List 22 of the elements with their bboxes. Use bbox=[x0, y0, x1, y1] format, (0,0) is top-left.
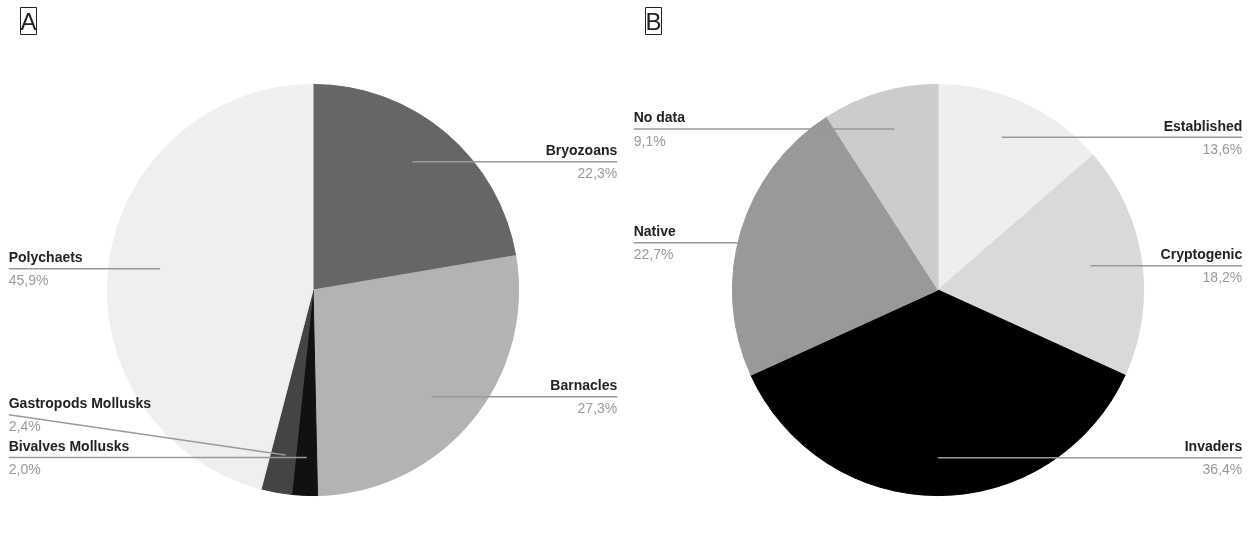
slice-label: Bryozoans bbox=[545, 142, 618, 159]
data-label: 22,7% bbox=[633, 246, 674, 263]
data-label: 2,4% bbox=[8, 418, 41, 435]
chart-title: A bbox=[20, 7, 37, 35]
data-label: 9,1% bbox=[633, 132, 666, 149]
data-label: 18,2% bbox=[1202, 269, 1243, 286]
data-label: 45,9% bbox=[8, 272, 49, 289]
slice-label: Invaders bbox=[1184, 438, 1243, 455]
data-label: 2,0% bbox=[8, 461, 41, 478]
slice-label: No data bbox=[633, 109, 686, 126]
slice-label: Cryptogenic bbox=[1160, 246, 1243, 263]
slice-label: Bivalves Mollusks bbox=[8, 438, 130, 455]
slice-label: Polychaets bbox=[8, 249, 83, 266]
chart-title: B bbox=[645, 7, 662, 35]
slice-label: Gastropods Mollusks bbox=[8, 395, 152, 412]
data-label: 22,3% bbox=[577, 165, 618, 182]
slice-label: Established bbox=[1163, 117, 1243, 134]
data-label: 13,6% bbox=[1202, 140, 1243, 157]
data-label: 36,4% bbox=[1202, 461, 1243, 478]
data-label: 27,3% bbox=[577, 400, 618, 417]
slice-label: Barnacles bbox=[550, 377, 618, 394]
slice-label: Native bbox=[633, 223, 676, 240]
